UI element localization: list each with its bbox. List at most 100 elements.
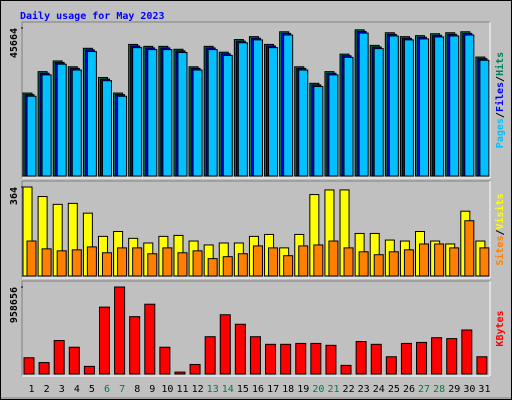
bar: [129, 316, 141, 375]
x-tick-label: 23: [358, 384, 370, 395]
bar: [358, 251, 369, 277]
bar: [117, 247, 128, 277]
bar: [434, 243, 445, 277]
y-tick-label: 45664: [9, 28, 20, 58]
bar: [325, 344, 337, 375]
bar: [298, 69, 309, 177]
x-tick-label: 25: [388, 384, 400, 395]
legend-entry: Hits: [494, 52, 506, 76]
bar: [295, 342, 307, 375]
legend-separator: /: [495, 229, 506, 235]
bar: [189, 363, 201, 375]
bar: [41, 248, 52, 277]
bar: [434, 36, 445, 177]
bar: [237, 253, 248, 277]
bar: [280, 343, 292, 375]
x-tick-label: 14: [222, 384, 234, 395]
bar: [98, 306, 110, 375]
bar: [26, 95, 37, 177]
bar: [174, 371, 186, 375]
x-tick-label: 6: [104, 384, 110, 395]
bar: [101, 80, 112, 177]
legend-separator: /: [495, 76, 506, 82]
bar: [419, 243, 430, 277]
legend-entry: KBytes: [495, 310, 506, 346]
legend-entry: Files: [494, 82, 506, 112]
x-tick-label: 7: [119, 384, 125, 395]
bar: [23, 357, 35, 375]
bar: [147, 253, 158, 277]
bar: [71, 249, 82, 277]
x-tick-label: 19: [297, 384, 309, 395]
bar: [373, 254, 384, 277]
bar: [328, 74, 339, 177]
x-tick-label: 20: [312, 384, 324, 395]
y-tick-label: 958656: [9, 287, 20, 323]
bar: [132, 47, 143, 177]
bar: [449, 35, 460, 177]
bar: [355, 341, 367, 375]
bar: [370, 343, 382, 375]
x-tick-label: 29: [448, 384, 460, 395]
x-tick-label: 17: [267, 384, 279, 395]
bar: [237, 42, 248, 177]
legend: Sites/Visits: [494, 193, 506, 265]
y-tick-label: 364: [9, 187, 20, 205]
bar: [147, 49, 158, 177]
bar: [192, 69, 203, 177]
bar: [101, 252, 112, 277]
bar: [358, 32, 369, 177]
x-tick-label: 30: [463, 384, 475, 395]
bar: [388, 251, 399, 277]
x-tick-label: 27: [418, 384, 430, 395]
x-tick-label: 13: [207, 384, 219, 395]
bar: [207, 258, 218, 277]
bar: [86, 246, 97, 277]
x-tick-label: 31: [478, 384, 490, 395]
bar: [265, 343, 277, 375]
bar: [419, 38, 430, 177]
bar: [431, 337, 443, 375]
bar: [464, 34, 475, 177]
x-tick-label: 4: [74, 384, 80, 395]
x-tick-label: 1: [29, 384, 35, 395]
x-tick-label: 3: [59, 384, 65, 395]
x-tick-label: 9: [149, 384, 155, 395]
legend: Pages/Files/Hits: [494, 52, 506, 148]
bar: [252, 245, 263, 277]
bar: [68, 346, 80, 375]
bar: [177, 252, 188, 277]
bar: [268, 47, 279, 177]
bar: [53, 340, 65, 375]
bar: [86, 51, 97, 177]
bar: [403, 39, 414, 177]
bar: [400, 342, 412, 375]
bar: [56, 63, 67, 177]
bar: [343, 247, 354, 277]
bar: [283, 34, 294, 177]
legend: KBytes: [495, 310, 506, 346]
bar: [298, 245, 309, 277]
bar: [159, 346, 171, 375]
x-tick-label: 2: [44, 384, 50, 395]
x-tick-label: 28: [433, 384, 445, 395]
bar: [385, 356, 397, 375]
x-tick-label: 11: [176, 384, 188, 395]
bar: [219, 314, 231, 375]
bar: [162, 247, 173, 277]
x-tick-label: 26: [403, 384, 415, 395]
x-tick-label: 12: [192, 384, 204, 395]
bar: [449, 247, 460, 277]
bar: [340, 364, 352, 375]
bar: [192, 250, 203, 277]
bar: [249, 336, 261, 375]
bar: [328, 240, 339, 277]
bar: [479, 59, 490, 177]
bar: [388, 35, 399, 177]
bar: [479, 247, 490, 277]
bar: [114, 286, 126, 375]
legend-separator: /: [495, 112, 506, 118]
bar: [313, 244, 324, 277]
x-tick-label: 22: [343, 384, 355, 395]
